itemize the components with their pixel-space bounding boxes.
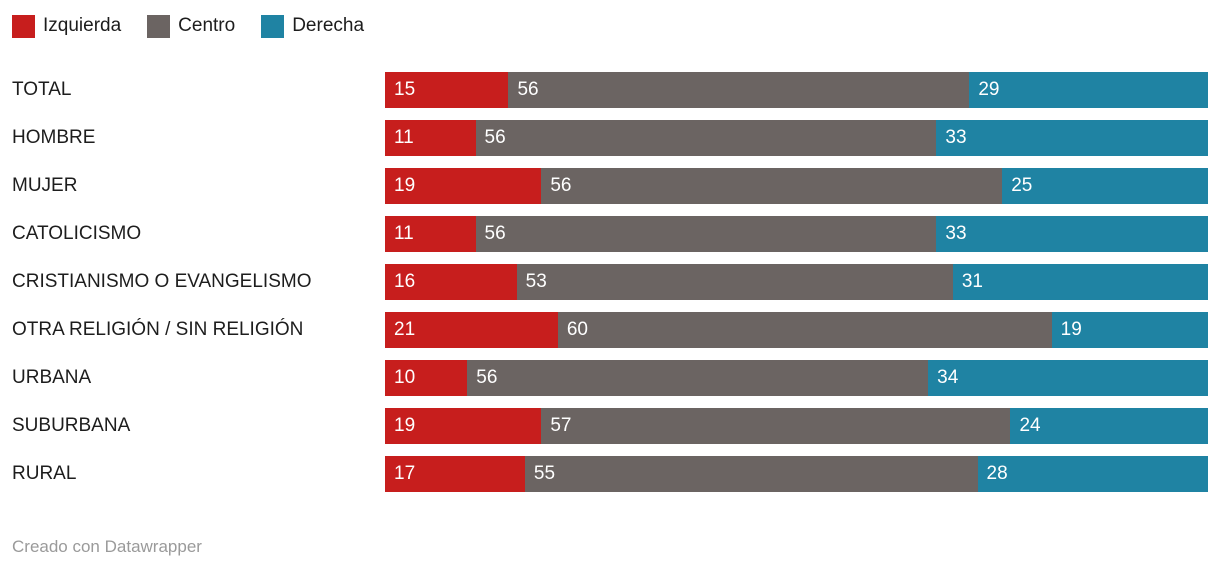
legend: Izquierda Centro Derecha (12, 14, 1208, 38)
segment-value-label: 24 (1019, 415, 1041, 436)
stacked-bar: 11 56 33 (385, 216, 1208, 252)
legend-swatch (12, 14, 35, 38)
row-label: OTRA RELIGIÓN / SIN RELIGIÓN (12, 319, 304, 340)
bar-segment-derecha: 33 (936, 120, 1208, 156)
segment-value-label: 28 (986, 463, 1008, 484)
bar-segment-centro: 53 (516, 264, 953, 300)
chart-row: SUBURBANA 19 57 24 (12, 408, 1208, 444)
chart-rows: TOTAL 15 56 29 HOMBRE 11 56 33 MUJER 19 56 25 CATOLI… (12, 72, 1208, 492)
legend-label: Izquierda (43, 15, 122, 36)
legend-item: Izquierda (12, 14, 121, 38)
row-label: SUBURBANA (12, 415, 131, 436)
bar-segment-izquierda: 11 (385, 216, 476, 252)
chart-row: OTRA RELIGIÓN / SIN RELIGIÓN 21 60 19 (12, 312, 1208, 348)
row-label: RURAL (12, 463, 77, 484)
segment-value-label: 33 (945, 223, 967, 244)
row-label: HOMBRE (12, 127, 96, 148)
stacked-bar: 16 53 31 (385, 264, 1208, 300)
bar-segment-derecha: 24 (1010, 408, 1208, 444)
bar-segment-derecha: 28 (977, 456, 1208, 492)
legend-item: Derecha (261, 14, 364, 38)
stacked-bar: 10 56 34 (385, 360, 1208, 396)
stacked-bar: 17 55 28 (385, 456, 1208, 492)
segment-value-label: 21 (394, 319, 416, 340)
segment-value-label: 17 (394, 463, 416, 484)
segment-value-label: 19 (394, 175, 416, 196)
segment-value-label: 15 (394, 79, 416, 100)
segment-value-label: 56 (484, 127, 506, 148)
bar-segment-izquierda: 11 (385, 120, 476, 156)
chart-row: CRISTIANISMO O EVANGELISMO 16 53 31 (12, 264, 1208, 300)
bar-segment-derecha: 33 (936, 216, 1208, 252)
bar-segment-derecha: 31 (952, 264, 1208, 300)
segment-value-label: 25 (1011, 175, 1033, 196)
stacked-bar: 21 60 19 (385, 312, 1208, 348)
segment-value-label: 34 (937, 367, 959, 388)
bar-segment-izquierda: 15 (385, 72, 509, 108)
bar-segment-centro: 55 (524, 456, 978, 492)
bar-segment-centro: 56 (467, 360, 929, 396)
segment-value-label: 57 (550, 415, 572, 436)
stacked-bar: 19 56 25 (385, 168, 1208, 204)
bar-segment-izquierda: 10 (385, 360, 468, 396)
bar-segment-izquierda: 21 (385, 312, 558, 348)
bar-segment-izquierda: 19 (385, 408, 542, 444)
attribution-link[interactable]: Creado con Datawrapper (12, 537, 202, 556)
legend-label: Derecha (292, 15, 365, 36)
chart-row: HOMBRE 11 56 33 (12, 120, 1208, 156)
segment-value-label: 19 (394, 415, 416, 436)
legend-swatch (261, 14, 285, 38)
row-label: TOTAL (12, 79, 72, 100)
segment-value-label: 56 (476, 367, 498, 388)
chart-row: URBANA 10 56 34 (12, 360, 1208, 396)
segment-value-label: 55 (533, 463, 556, 484)
chart-row: MUJER 19 56 25 (12, 168, 1208, 204)
segment-value-label: 56 (484, 223, 506, 244)
segment-value-label: 31 (961, 271, 983, 292)
segment-value-label: 53 (525, 271, 547, 292)
bar-segment-derecha: 19 (1051, 312, 1208, 348)
stacked-bar: 19 57 24 (385, 408, 1208, 444)
legend-swatch (147, 14, 171, 38)
stacked-bar: 15 56 29 (385, 72, 1208, 108)
row-label: URBANA (12, 367, 92, 388)
segment-value-label: 10 (394, 367, 416, 388)
bar-segment-derecha: 29 (969, 72, 1208, 108)
bar-segment-centro: 56 (475, 120, 937, 156)
chart-row: CATOLICISMO 11 56 33 (12, 216, 1208, 252)
legend-label: Centro (178, 15, 236, 36)
bar-segment-centro: 56 (508, 72, 970, 108)
bar-segment-izquierda: 17 (385, 456, 525, 492)
segment-value-label: 11 (394, 127, 414, 148)
segment-value-label: 29 (978, 79, 1000, 100)
segment-value-label: 33 (945, 127, 967, 148)
bar-segment-derecha: 25 (1002, 168, 1208, 204)
chart-row: RURAL 17 55 28 (12, 456, 1208, 492)
row-label: CRISTIANISMO O EVANGELISMO (12, 271, 312, 292)
bar-segment-centro: 56 (541, 168, 1003, 204)
segment-value-label: 19 (1060, 319, 1082, 340)
legend-item: Centro (147, 14, 235, 38)
segment-value-label: 60 (566, 319, 588, 340)
segment-value-label: 16 (394, 271, 416, 292)
chart-row: TOTAL 15 56 29 (12, 72, 1208, 108)
row-label: CATOLICISMO (12, 223, 142, 244)
bar-segment-centro: 60 (557, 312, 1052, 348)
segment-value-label: 56 (517, 79, 539, 100)
bar-segment-derecha: 34 (928, 360, 1208, 396)
bar-segment-izquierda: 19 (385, 168, 542, 204)
segment-value-label: 11 (394, 223, 414, 244)
bar-segment-izquierda: 16 (385, 264, 517, 300)
stacked-bar: 11 56 33 (385, 120, 1208, 156)
bar-segment-centro: 56 (475, 216, 937, 252)
bar-segment-centro: 57 (541, 408, 1011, 444)
row-label: MUJER (12, 175, 78, 196)
segment-value-label: 56 (550, 175, 572, 196)
